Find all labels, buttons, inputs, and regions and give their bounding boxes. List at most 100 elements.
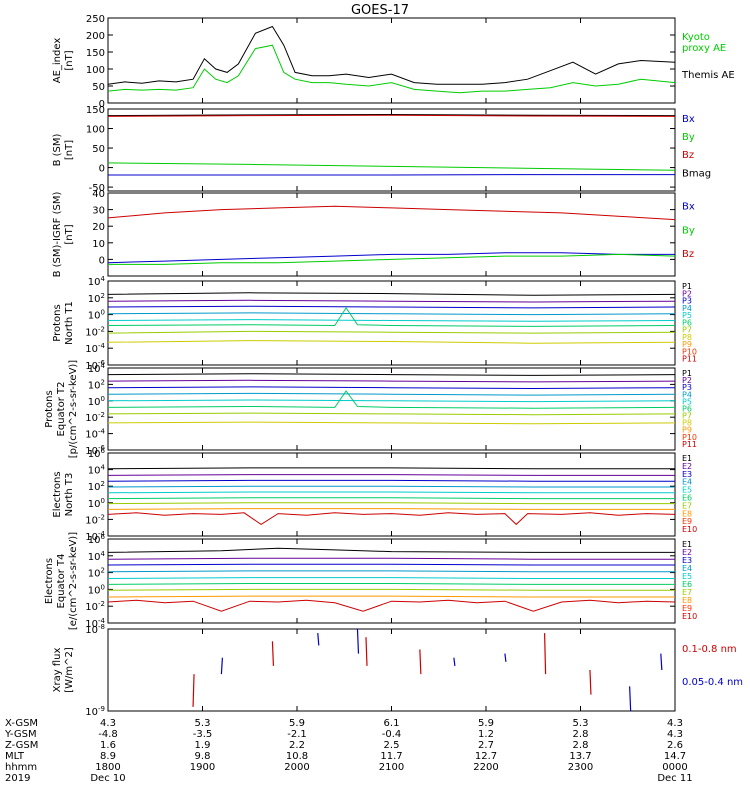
legend-entry: P9 [682, 340, 692, 349]
y-tick-label: 100 [88, 497, 105, 510]
series-line-5 [108, 577, 675, 579]
x-table-cell: 1.2 [478, 729, 494, 740]
x-table-cell: 9.8 [195, 751, 211, 762]
x-table-cell: 12.7 [475, 751, 497, 762]
series-line-5 [108, 319, 675, 322]
legend-entry: P5 [682, 397, 692, 406]
y-tick-label: 100 [88, 309, 105, 322]
legend-entry: P8 [682, 333, 692, 342]
series-line-3 [108, 479, 675, 482]
legend-entry: P1 [682, 369, 692, 378]
xray-segment-6 [365, 637, 368, 666]
x-table-cell: 5.9 [478, 718, 494, 729]
legend-entry: E10 [682, 612, 697, 621]
y-tick-label: 0 [99, 164, 105, 175]
series-line-4 [108, 312, 675, 316]
legend-entry: E6 [682, 580, 692, 589]
y-tick-label: 250 [86, 14, 105, 25]
y-tick-label: 104 [88, 550, 106, 563]
series-line-7 [108, 588, 675, 591]
x-table-cell: 1800 [95, 762, 120, 773]
y-tick-label: 150 [86, 105, 105, 116]
legend-entry: E4 [682, 478, 692, 487]
legend-entry: E7 [682, 588, 692, 597]
series-line-2 [108, 299, 675, 303]
xray-segment-10 [543, 633, 547, 675]
y-tick-label: 50 [92, 82, 105, 93]
legend-entry: E3 [682, 556, 692, 565]
legend-entry: Kyoto [682, 32, 710, 43]
y-axis-label: [nT] [64, 140, 75, 160]
legend-entry: P8 [682, 419, 692, 428]
y-tick-label: 0 [99, 99, 105, 110]
series-line-6 [108, 390, 675, 409]
series-line-5 [108, 491, 675, 494]
series-line-5 [108, 399, 675, 403]
y-axis-label: North T1 [64, 301, 75, 345]
series-line-2 [108, 379, 675, 383]
legend-entry: P5 [682, 311, 692, 320]
y-axis-label: [p/(cm^2-s-sr-keV)] [68, 360, 79, 459]
legend-entry: P6 [682, 404, 692, 413]
legend-entry: P11 [682, 440, 697, 449]
series-line-2 [108, 44, 675, 94]
series-line-2 [108, 114, 675, 117]
xray-segment-5 [356, 629, 360, 654]
series-line-1 [108, 205, 675, 221]
series-line-3 [108, 305, 675, 309]
y-tick-label: 10-2 [85, 513, 105, 526]
xray-segment-1 [220, 657, 223, 675]
y-tick-label: 150 [86, 48, 105, 59]
x-table-cell: 5.3 [195, 718, 211, 729]
legend-entry: P6 [682, 318, 692, 327]
xray-segment-9 [504, 653, 507, 662]
series-line-6 [108, 497, 675, 500]
series-group [192, 629, 663, 711]
y-tick-label: 104 [88, 362, 106, 375]
legend-entry: P3 [682, 297, 692, 306]
y-axis-label: AE_index [52, 38, 63, 84]
legend-entry: E5 [682, 486, 692, 495]
panel-2: 150 100 50 0 -50 B (SM) [nT] Bx By Bz Bmag [52, 105, 711, 194]
legend-entry: E8 [682, 509, 692, 518]
series-line-4 [108, 485, 675, 488]
y-tick-label: 0 [99, 255, 105, 266]
x-table-cell: 2.5 [384, 740, 400, 751]
y-axis-label: Electrons [52, 471, 63, 517]
y-axis-label: [nT] [64, 50, 75, 70]
panel-3: 40 30 20 10 0 B (SM)-IGRF (SM) [nT] Bx By Bz [52, 189, 695, 277]
xray-segment-8 [453, 657, 456, 666]
series-line-7 [108, 502, 675, 505]
series-line-7 [108, 330, 675, 334]
series-line-8 [108, 595, 675, 598]
y-axis-label: B (SM) [52, 133, 63, 166]
legend-entry: E1 [682, 540, 692, 549]
series-line-8 [108, 340, 675, 344]
panel-frame [107, 452, 676, 537]
legend-entry: P1 [682, 282, 692, 291]
series-line-6 [108, 306, 675, 327]
y-axis-label: [e/(cm^2-s-sr-keV)] [68, 532, 79, 630]
legend-entry: E8 [682, 596, 692, 605]
y-tick-label: 102 [88, 480, 105, 493]
x-table-cell: 2.7 [478, 740, 494, 751]
x-table-cell: 1.9 [195, 740, 211, 751]
series-line-1 [108, 373, 675, 376]
x-table-cell: 5.3 [573, 718, 589, 729]
legend-entry: E3 [682, 470, 692, 479]
y-axis-label: Equator T4 [56, 554, 67, 609]
y-tick-label: 102 [88, 567, 105, 580]
x-table-row-label: hhmm [5, 762, 37, 773]
y-tick-label: 200 [86, 31, 105, 42]
y-axis-label: [W/m^2] [64, 647, 75, 693]
xray-segment-4 [317, 633, 320, 646]
x-table-cell: -3.5 [193, 729, 213, 740]
xray-segment-3 [271, 641, 275, 666]
y-axis-label: Equator T2 [56, 382, 67, 437]
legend-entry: P10 [682, 347, 697, 356]
y-axis-label: Protons [44, 390, 55, 427]
x-table-cell: 2100 [379, 762, 404, 773]
xray-segment-11 [589, 669, 592, 695]
